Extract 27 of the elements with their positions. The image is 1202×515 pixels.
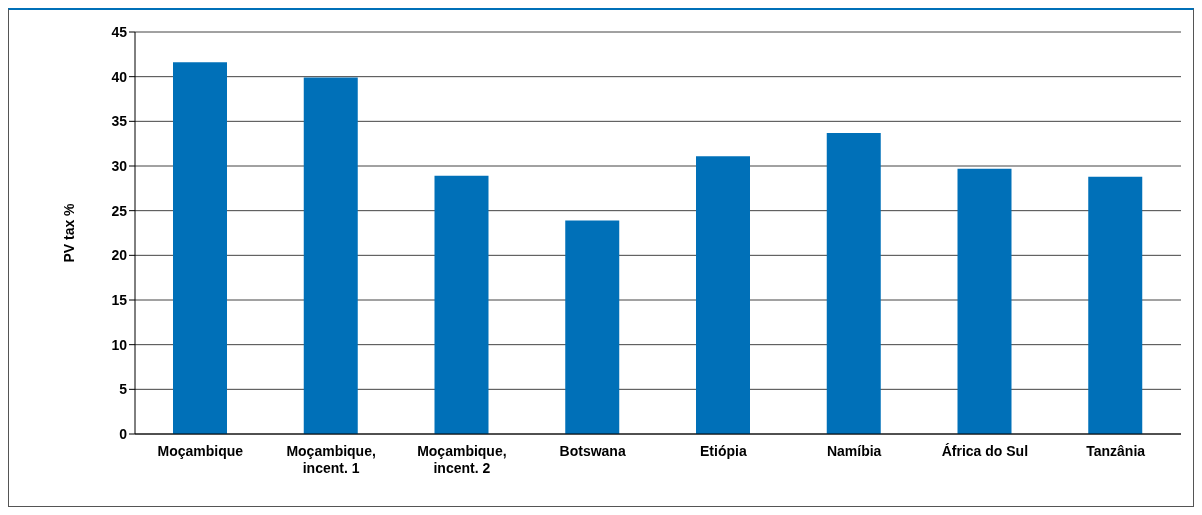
y-tick-label: 35: [111, 113, 128, 130]
y-tick-label: 0: [119, 425, 128, 442]
y-tick-label: 20: [111, 247, 128, 264]
x-tick-label: Moçambique: [157, 443, 244, 459]
x-tick-label: Etiópia: [700, 443, 747, 459]
y-axis-title: PV tax %: [60, 202, 77, 263]
y-tick-label: 10: [111, 336, 128, 353]
bar: [173, 62, 227, 434]
x-tick-label: Moçambique, incent. 1: [286, 443, 376, 476]
bar: [1088, 176, 1143, 434]
y-tick-label: 30: [111, 157, 128, 174]
bar: [303, 77, 358, 434]
bar: [565, 220, 620, 434]
x-tick-label: Namíbia: [826, 443, 882, 459]
x-tick-label: Moçambique, incent. 2: [417, 443, 507, 476]
bar: [696, 156, 750, 434]
bar: [826, 132, 881, 434]
bar: [957, 168, 1012, 434]
y-tick-label: 5: [119, 381, 128, 398]
y-tick-label: 40: [111, 68, 128, 85]
x-tick-label: Tanzânia: [1086, 443, 1146, 459]
x-tick-label: África do Sul: [941, 443, 1029, 459]
y-tick-label: 45: [111, 23, 128, 40]
bar: [434, 175, 489, 434]
y-tick-label: 15: [111, 291, 128, 308]
x-tick-label: Botswana: [559, 443, 626, 459]
y-tick-label: 25: [111, 202, 128, 219]
